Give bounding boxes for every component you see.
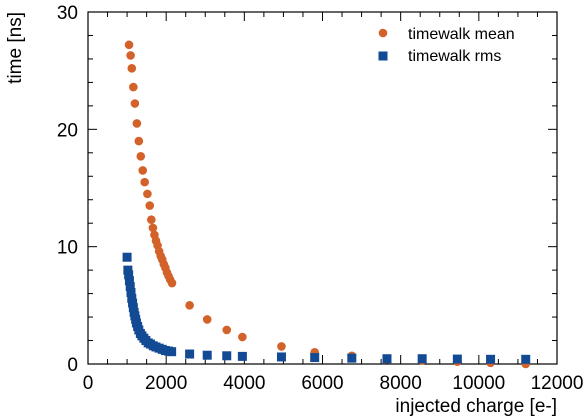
mean-point (136, 152, 146, 161)
x-axis-label: injected charge [e-] (395, 396, 557, 417)
mean-point (134, 136, 144, 146)
x-tick-label: 0 (83, 373, 94, 394)
rms-point (382, 354, 392, 364)
rms-point (185, 349, 195, 359)
mean-point (277, 342, 286, 351)
mean-point (138, 166, 148, 175)
rms-point (124, 276, 134, 286)
y-tick-label: 10 (57, 238, 78, 259)
y-tick-label: 0 (67, 355, 78, 376)
mean-point (145, 201, 155, 210)
rms-point (167, 347, 177, 357)
mean-point (222, 325, 232, 335)
legend-label-mean: timewalk mean (408, 26, 515, 43)
mean-point (129, 82, 138, 92)
mean-point (185, 301, 194, 310)
rms-point (310, 353, 320, 363)
rms-point (128, 298, 138, 308)
rms-point (127, 293, 137, 303)
rms-point (122, 252, 132, 262)
mean-point (148, 223, 158, 233)
legend-marker-mean (378, 28, 388, 38)
legend-label-rms: timewalk rms (408, 48, 501, 65)
y-tick-label: 20 (57, 120, 78, 141)
mean-point (132, 119, 142, 128)
rms-point (126, 287, 136, 297)
rms-point (237, 351, 247, 361)
mean-point (124, 40, 134, 50)
x-tick-label: 12000 (531, 373, 584, 394)
rms-point (452, 354, 462, 364)
rms-point (486, 354, 496, 364)
x-tick-label: 10000 (452, 373, 505, 394)
y-axis-label: time [ns] (5, 12, 26, 84)
rms-point (222, 351, 232, 361)
x-tick-label: 2000 (145, 373, 187, 394)
rms-point (124, 270, 134, 280)
mean-point (147, 215, 156, 224)
rms-point (128, 303, 138, 313)
legend-marker-rms (378, 51, 388, 61)
rms-point (417, 354, 427, 364)
mean-point (126, 51, 135, 60)
rms-point (123, 265, 133, 275)
mean-point (130, 99, 140, 108)
rms-point (521, 354, 531, 364)
rms-point (125, 282, 135, 292)
x-tick-label: 4000 (223, 373, 265, 394)
rms-point (347, 353, 357, 363)
x-tick-label: 6000 (301, 373, 343, 394)
rms-point (202, 350, 212, 360)
legend: timewalk mean timewalk rms (378, 26, 515, 65)
mean-point (140, 177, 149, 187)
x-tick-label: 8000 (380, 373, 422, 394)
rms-point (276, 352, 286, 362)
y-tick-label: 30 (57, 3, 78, 24)
mean-point (167, 278, 177, 288)
mean-point (202, 315, 212, 324)
mean-point (238, 332, 247, 342)
mean-point (127, 64, 137, 73)
mean-point (143, 189, 152, 199)
